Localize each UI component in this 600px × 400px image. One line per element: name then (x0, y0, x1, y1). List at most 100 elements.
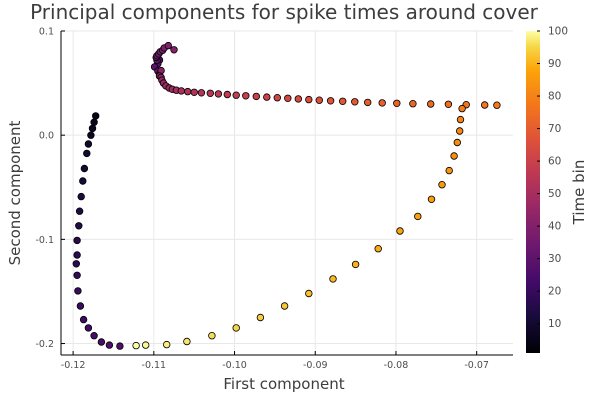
data-point (162, 340, 171, 349)
x-axis-label: First component (223, 375, 344, 393)
data-point (232, 91, 240, 99)
colorbar-tick-label: 50 (548, 188, 561, 200)
data-point (73, 271, 81, 279)
data-point (453, 138, 461, 147)
y-tick-label: 0.0 (39, 131, 54, 142)
colorbar-tick-label: 90 (548, 58, 561, 70)
x-tick-label: -0.12 (61, 360, 86, 371)
data-point (393, 99, 401, 107)
colorbar-tick-label: 60 (548, 156, 561, 168)
data-point (79, 177, 87, 185)
colorbar-tick-label: 30 (548, 253, 561, 265)
data-point (177, 87, 185, 95)
data-point (232, 324, 240, 332)
x-tick-label: -0.08 (384, 360, 409, 371)
data-point (141, 341, 150, 349)
data-point (183, 337, 191, 346)
data-point (456, 127, 464, 135)
data-point (273, 93, 281, 102)
data-point (197, 89, 206, 97)
data-point (280, 302, 289, 310)
colorbar-tick-label: 80 (548, 91, 561, 103)
data-point (72, 260, 80, 268)
data-point (164, 41, 172, 50)
data-point (378, 99, 386, 107)
data-point (396, 227, 404, 235)
data-point (105, 341, 114, 349)
data-point (208, 332, 216, 340)
data-point (252, 92, 260, 101)
data-point (481, 101, 489, 109)
grid (61, 30, 513, 355)
colorbar-tick-label: 100 (548, 26, 568, 38)
y-tick-label: 0.1 (39, 27, 54, 38)
data-point (305, 95, 313, 104)
x-tick-label: -0.07 (464, 360, 489, 371)
data-point (80, 164, 89, 173)
data-point (294, 95, 302, 103)
data-point (409, 99, 417, 108)
data-point (84, 140, 93, 148)
data-point (444, 100, 453, 108)
data-point (190, 88, 198, 96)
y-axis-label: Second component (6, 120, 24, 265)
data-point (79, 315, 88, 324)
data-point (242, 92, 250, 100)
data-point (97, 338, 106, 346)
data-point (456, 115, 465, 124)
data-point (315, 96, 323, 104)
data-point (263, 93, 271, 101)
data-point (326, 97, 335, 105)
y-tick-label: -0.1 (35, 235, 54, 246)
data-point (458, 104, 466, 113)
data-point (87, 131, 95, 139)
data-point (132, 341, 140, 350)
data-point (76, 302, 85, 310)
data-point (351, 98, 359, 106)
data-point (91, 112, 100, 120)
axes: -0.12 -0.11 -0.10 -0.09 -0.08 -0.07 0.1 0.0 -0.1… (35, 27, 513, 371)
x-tick-label: -0.10 (222, 360, 247, 371)
data-point (214, 90, 223, 98)
data-points (72, 41, 501, 350)
data-point (83, 149, 91, 158)
colorbar-tick-label: 20 (548, 286, 561, 298)
data-point (170, 46, 178, 54)
data-point (223, 90, 231, 99)
data-point (427, 195, 436, 203)
data-point (438, 180, 446, 189)
data-point (116, 342, 124, 350)
y-tick-label: -0.2 (35, 339, 54, 350)
data-point (90, 332, 98, 340)
x-tick-label: -0.11 (142, 360, 167, 371)
data-point (75, 222, 83, 230)
colorbar-label: Time bin (570, 160, 588, 226)
data-point (183, 87, 192, 96)
x-tick-label: -0.09 (303, 360, 328, 371)
data-point (77, 192, 85, 201)
colorbar-gradient (526, 31, 540, 353)
data-point (493, 101, 501, 109)
data-point (351, 260, 360, 269)
colorbar-tick-label: 10 (548, 318, 561, 330)
data-point (88, 124, 97, 133)
data-point (90, 118, 98, 126)
data-point (445, 166, 453, 175)
data-point (339, 97, 347, 105)
data-point (256, 313, 265, 322)
data-point (73, 236, 81, 245)
data-point (284, 94, 292, 102)
colorbar-tick-label: 40 (548, 221, 561, 233)
data-point (364, 98, 372, 107)
data-point (305, 289, 313, 298)
colorbar: 10 20 30 40 50 60 70 80 90 100 (526, 26, 568, 353)
data-point (75, 207, 84, 215)
data-point (414, 212, 422, 221)
data-point (374, 244, 382, 253)
data-point (73, 251, 81, 259)
data-point (427, 100, 435, 108)
data-point (74, 287, 82, 295)
data-point (450, 152, 458, 160)
chart-title: Principal components for spike times aro… (30, 0, 539, 24)
